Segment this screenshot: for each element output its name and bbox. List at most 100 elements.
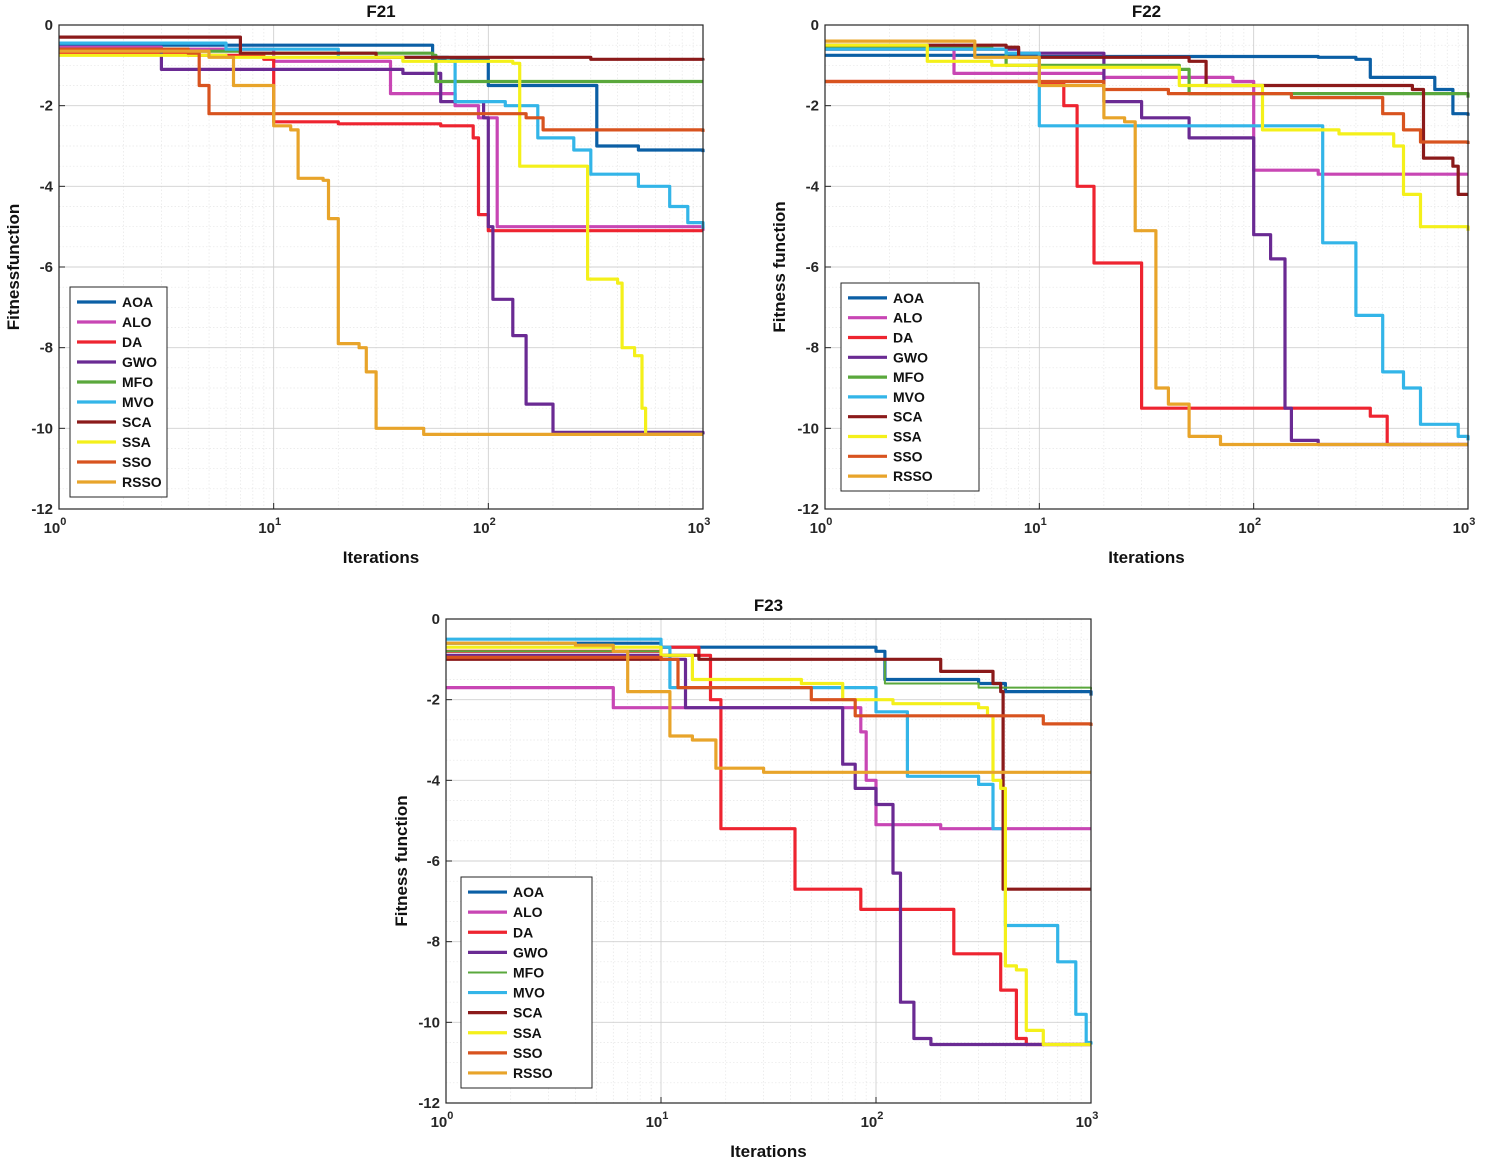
- series-line-ssa: [59, 53, 703, 436]
- legend-label-mvo: MVO: [893, 389, 925, 405]
- y-tick-label: -6: [806, 259, 819, 276]
- series-lines: [59, 35, 705, 436]
- legend-label-mvo: MVO: [122, 394, 154, 410]
- legend-label-mfo: MFO: [122, 374, 153, 390]
- x-tick-label: 101: [1024, 516, 1047, 537]
- series-line-ssa: [825, 43, 1470, 231]
- chart-title: F23: [754, 596, 783, 615]
- legend-label-ssa: SSA: [513, 1025, 542, 1041]
- x-axis-label: Iterations: [343, 548, 420, 567]
- y-tick-label: -12: [797, 501, 819, 518]
- x-tick-label: 102: [1238, 516, 1261, 537]
- legend-label-alo: ALO: [513, 904, 543, 920]
- chart-panel-f21: 100 101 102 103 0 -2 -4 -6 -8 -10 -12 F21 Iterations…: [4, 2, 710, 567]
- legend-label-sca: SCA: [122, 414, 152, 430]
- series-line-sca: [825, 43, 1468, 196]
- legend-box: [69, 286, 168, 498]
- series-line-sso: [446, 655, 1093, 726]
- y-tick-label: 0: [432, 611, 440, 628]
- legend-label-sso: SSO: [122, 454, 152, 470]
- chart-panel-f22: 100 101 102 103 0 -2 -4 -6 -8 -10 -12 F22 Iterations…: [770, 2, 1475, 567]
- ticks: 100 101 102 103 0 -2 -4 -6 -8 -10 -12: [797, 17, 1475, 537]
- series-line-gwo: [825, 47, 1468, 447]
- legend-label-mvo: MVO: [513, 985, 545, 1001]
- x-tick-label: 100: [810, 516, 833, 537]
- y-tick-label: -4: [40, 178, 54, 195]
- series-line-gwo: [59, 47, 705, 435]
- series-line-alo: [446, 686, 1091, 831]
- chart-title: F21: [366, 2, 395, 21]
- legend-label-gwo: GWO: [513, 944, 548, 960]
- y-tick-label: -4: [806, 178, 820, 195]
- legend-label-da: DA: [893, 330, 913, 346]
- series-line-mvo: [446, 637, 1093, 1045]
- x-tick-label: 103: [1453, 516, 1476, 537]
- legend-label-alo: ALO: [893, 310, 923, 326]
- y-tick-label: -10: [418, 1014, 440, 1031]
- legend-label-aoa: AOA: [893, 290, 924, 306]
- legend-label-mfo: MFO: [893, 369, 924, 385]
- y-tick-label: -2: [40, 98, 53, 115]
- legend-label-ssa: SSA: [893, 429, 922, 445]
- legend-label-aoa: AOA: [513, 884, 544, 900]
- legend-label-sca: SCA: [893, 409, 923, 425]
- y-tick-label: -8: [427, 934, 440, 951]
- series-line-sso: [59, 47, 705, 132]
- y-axis-label: Fitness function: [770, 201, 789, 332]
- y-tick-label: -6: [40, 259, 53, 276]
- x-tick-label: 102: [473, 516, 496, 537]
- legend-label-rsso: RSSO: [122, 474, 162, 490]
- series-line-da: [825, 79, 1468, 447]
- legend-label-gwo: GWO: [122, 354, 157, 370]
- legend-label-ssa: SSA: [122, 434, 151, 450]
- legend-label-sso: SSO: [513, 1045, 543, 1061]
- y-axis-label: Fitnessfunction: [4, 204, 23, 331]
- legend: AOA ALO DA GWO MFO MVO SCA SSA SSO RSSO: [69, 286, 168, 498]
- series-lines: [825, 39, 1470, 447]
- ticks: 100 101 102 103 0 -2 -4 -6 -8 -10 -12: [418, 611, 1098, 1131]
- series-line-da: [59, 51, 703, 233]
- series-line-rsso: [825, 39, 1468, 447]
- legend-label-gwo: GWO: [893, 349, 928, 365]
- y-tick-label: 0: [811, 17, 819, 34]
- series-line-rsso: [59, 49, 703, 436]
- legend: AOA ALO DA GWO MFO MVO SCA SSA SSO RSSO: [840, 282, 980, 492]
- y-tick-label: 0: [45, 17, 53, 34]
- legend: AOA ALO DA GWO MFO MVO SCA SSA SSO RSSO: [460, 876, 593, 1089]
- legend-label-rsso: RSSO: [513, 1065, 553, 1081]
- legend-label-sso: SSO: [893, 448, 923, 464]
- x-tick-label: 103: [1076, 1110, 1099, 1131]
- legend-label-da: DA: [122, 334, 142, 350]
- y-tick-label: -10: [797, 420, 819, 437]
- series-lines: [446, 637, 1093, 1047]
- y-tick-label: -10: [31, 420, 53, 437]
- x-tick-label: 101: [646, 1110, 669, 1131]
- series-line-ssa: [446, 645, 1091, 1047]
- legend-label-alo: ALO: [122, 314, 152, 330]
- y-tick-label: -2: [806, 98, 819, 115]
- y-axis-label: Fitness function: [392, 795, 411, 926]
- legend-label-aoa: AOA: [122, 294, 153, 310]
- y-tick-label: -2: [427, 692, 440, 709]
- series-line-gwo: [446, 653, 1091, 1047]
- series-line-rsso: [446, 641, 1091, 774]
- x-tick-label: 100: [431, 1110, 454, 1131]
- y-tick-label: -8: [806, 340, 819, 357]
- x-axis-label: Iterations: [1108, 548, 1185, 567]
- series-line-sca: [59, 35, 705, 61]
- x-tick-label: 100: [44, 516, 67, 537]
- series-line-da: [446, 645, 1091, 1047]
- legend-label-sca: SCA: [513, 1005, 543, 1021]
- x-tick-label: 102: [861, 1110, 884, 1131]
- legend-label-rsso: RSSO: [893, 468, 933, 484]
- y-tick-label: -8: [40, 340, 53, 357]
- y-tick-label: -6: [427, 853, 440, 870]
- x-tick-label: 103: [688, 516, 711, 537]
- y-tick-label: -12: [418, 1095, 440, 1112]
- x-tick-label: 101: [258, 516, 281, 537]
- y-tick-label: -12: [31, 501, 53, 518]
- y-tick-label: -4: [427, 772, 441, 789]
- legend-label-mfo: MFO: [513, 964, 544, 980]
- legend-label-da: DA: [513, 924, 533, 940]
